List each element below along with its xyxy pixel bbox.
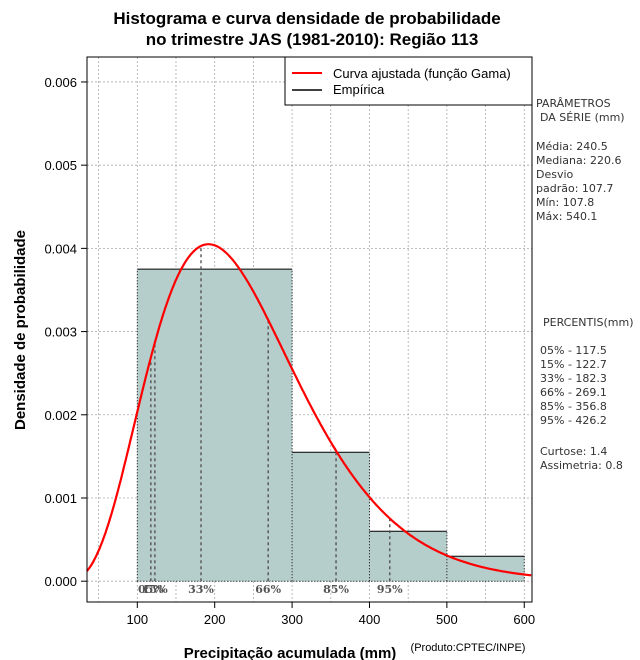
side-panel: PARÂMETROS DA SÉRIE (mm) Média: 240.5 Me… [536, 97, 634, 472]
percentile-label: 66% [255, 583, 281, 596]
stat-padrao: padrão: 107.7 [536, 182, 613, 195]
legend-label-empirical: Empírica [333, 82, 385, 97]
y-axis-ticks: 0.000 0.001 0.002 0.003 0.004 0.005 0.006 [44, 75, 87, 589]
y-tick-label: 0.001 [44, 491, 77, 506]
legend: Curva ajustada (função Gama) Empírica [284, 56, 533, 106]
x-axis-label: Precipitação acumulada (mm) [184, 645, 397, 660]
percentile-label: 15% [142, 583, 168, 596]
histogram-bars [136, 268, 525, 582]
histogram-bar [292, 452, 370, 582]
stat-mediana: Mediana: 220.6 [536, 154, 621, 167]
pct-85: 85% - 356.8 [540, 400, 607, 413]
chart-title-line1: Histograma e curva densidade de probabil… [113, 9, 500, 28]
x-tick-label: 200 [204, 612, 226, 627]
density-curve-line [86, 243, 532, 577]
y-axis-label: Densidade de probabilidade [12, 230, 29, 430]
y-tick-label: 0.003 [44, 325, 77, 340]
percentile-label: 33% [188, 583, 214, 596]
legend-box [284, 56, 533, 106]
percentile-label: 95% [377, 583, 403, 596]
percentile-lines: 05%15% 33% 66% 85% 95% [138, 245, 403, 596]
y-tick-label: 0.004 [44, 241, 77, 256]
params-title-1: PARÂMETROS [536, 97, 611, 110]
stat-desvio: Desvio [536, 168, 574, 181]
pct-05: 05% - 117.5 [540, 344, 607, 357]
credit-label: (Produto:CPTEC/INPE) [411, 642, 526, 654]
params-title-2: DA SÉRIE (mm) [540, 111, 625, 124]
y-tick-label: 0.006 [44, 75, 77, 90]
y-tick-label: 0.000 [44, 574, 77, 589]
legend-label-curve: Curva ajustada (função Gama) [333, 66, 511, 81]
x-axis-ticks: 100 200 300 400 500 600 [126, 602, 535, 627]
stat-media: Média: 240.5 [536, 140, 608, 153]
x-tick-label: 600 [513, 612, 535, 627]
percentile-label: 85% [323, 583, 349, 596]
pct-95: 95% - 426.2 [540, 414, 607, 427]
y-tick-label: 0.002 [44, 408, 77, 423]
x-tick-label: 100 [126, 612, 148, 627]
percentis-title: PERCENTIS(mm) [543, 316, 634, 329]
histogram-bar [137, 269, 293, 582]
x-tick-label: 300 [281, 612, 303, 627]
x-tick-label: 500 [436, 612, 458, 627]
stat-assimetria: Assimetria: 0.8 [540, 459, 623, 472]
stat-curtose: Curtose: 1.4 [540, 445, 607, 458]
percentile-label: 05% [138, 583, 164, 596]
pct-66: 66% - 269.1 [540, 386, 607, 399]
stat-min: Mín: 107.8 [536, 196, 594, 209]
chart-title-line2: no trimestre JAS (1981-2010): Região 113 [146, 30, 479, 49]
y-tick-label: 0.005 [44, 158, 77, 173]
histogram-bar [369, 531, 447, 582]
pct-15: 15% - 122.7 [540, 358, 607, 371]
pct-33: 33% - 182.3 [540, 372, 607, 385]
x-tick-label: 400 [359, 612, 381, 627]
stat-max: Máx: 540.1 [536, 210, 597, 223]
density-curve [86, 243, 532, 577]
